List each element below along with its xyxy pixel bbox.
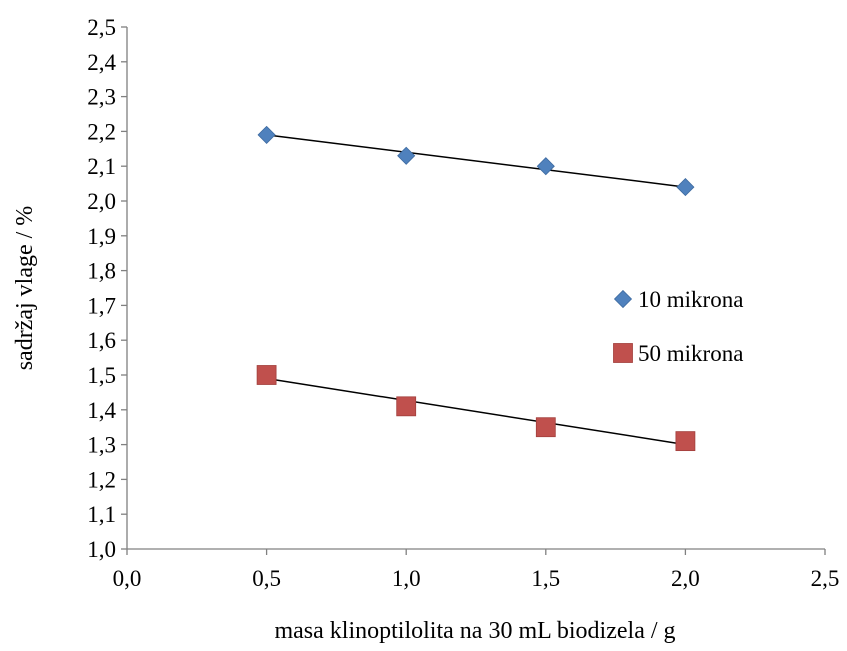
legend-marker-series-2 — [613, 343, 633, 363]
x-tick-label: 1,0 — [392, 566, 421, 591]
y-tick-label: 2,3 — [87, 85, 116, 110]
legend-marker-series-1 — [613, 289, 633, 309]
y-tick-label: 1,7 — [87, 293, 116, 318]
x-tick-label: 0,0 — [113, 566, 142, 591]
y-tick-label: 2,5 — [87, 15, 116, 40]
data-point-series-1 — [257, 125, 276, 144]
trendline-series-1 — [266, 134, 686, 188]
legend-label: 50 mikrona — [638, 341, 743, 366]
y-tick-label: 2,0 — [87, 189, 116, 214]
y-tick-label: 1,4 — [87, 398, 116, 423]
y-tick-label: 1,8 — [87, 259, 116, 284]
y-tick-label: 2,2 — [87, 119, 116, 144]
x-tick-label: 2,0 — [671, 566, 700, 591]
x-tick-label: 1,5 — [531, 566, 560, 591]
y-tick-label: 1,9 — [87, 224, 116, 249]
x-tick-label: 2,5 — [811, 566, 840, 591]
data-point-series-2 — [535, 417, 556, 438]
data-point-series-1 — [397, 146, 416, 165]
axes: 1,0 1,1 1,2 1,3 1,4 1,5 1,6 1,7 1,8 1,9 2,0 2,1 2,2 2… — [87, 15, 839, 591]
y-tick-label: 1,6 — [87, 328, 116, 353]
x-axis-label: masa klinoptilolita na 30 mL biodizela /… — [274, 618, 675, 644]
y-tick-label: 2,4 — [87, 50, 116, 75]
data-point-series-2 — [675, 431, 696, 452]
y-tick-label: 1,3 — [87, 433, 116, 458]
trendlines — [266, 134, 686, 446]
y-axis-label: sadržaj vlage / % — [12, 206, 38, 371]
y-tick-label: 1,1 — [87, 502, 116, 527]
data-point-series-2 — [256, 365, 277, 385]
x-tick-label: 0,5 — [252, 566, 281, 591]
data-point-series-2 — [396, 396, 417, 417]
y-tick-label: 1,0 — [87, 537, 116, 562]
y-tick-label: 2,1 — [87, 154, 116, 179]
data-points — [256, 125, 696, 452]
data-point-series-1 — [676, 178, 695, 197]
legend-label: 10 mikrona — [638, 287, 743, 312]
legend: 10 mikrona 50 mikrona — [613, 287, 743, 366]
y-tick-label: 1,5 — [87, 363, 116, 388]
trendline-series-2 — [266, 377, 686, 446]
data-point-series-1 — [536, 157, 555, 176]
y-tick-label: 1,2 — [87, 467, 116, 492]
